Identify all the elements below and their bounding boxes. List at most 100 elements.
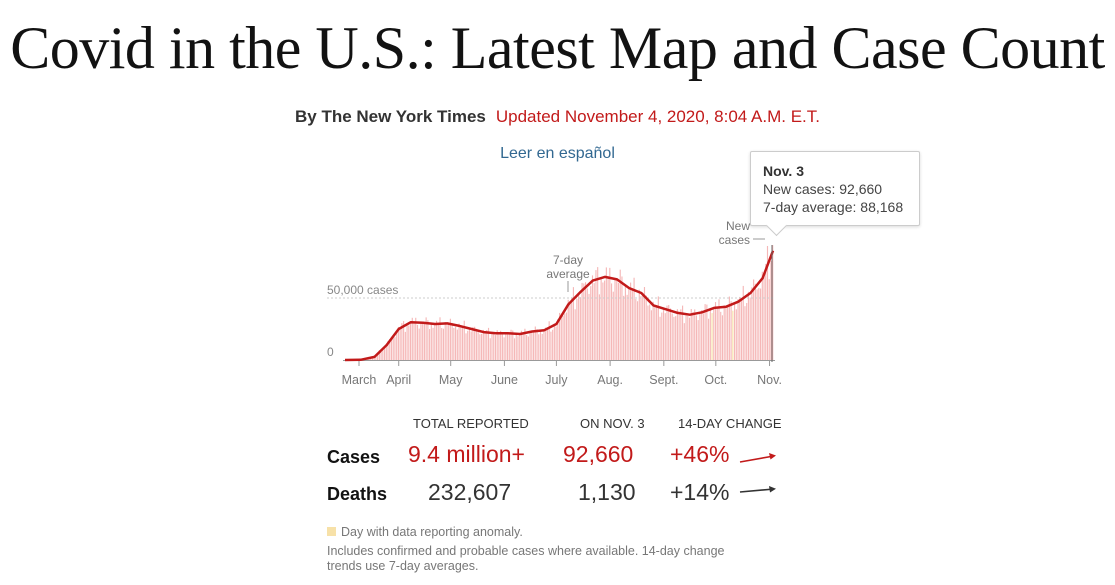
y-tick-label-50000: 50,000 cases <box>327 283 398 297</box>
daily-cases-bar <box>597 267 599 360</box>
daily-cases-bar <box>760 288 762 360</box>
daily-cases-bar <box>477 332 479 360</box>
daily-cases-bar <box>467 330 469 360</box>
spanish-link-text[interactable]: Leer en español <box>500 145 615 162</box>
cases-on-day: 92,660 <box>563 441 634 467</box>
daily-cases-bar <box>512 330 514 360</box>
daily-cases-bar <box>649 304 651 360</box>
daily-cases-bar <box>725 307 727 360</box>
daily-cases-bar <box>385 346 387 360</box>
daily-cases-bar <box>595 270 597 360</box>
daily-cases-bar <box>550 331 552 360</box>
trend-arrows <box>739 453 776 493</box>
daily-cases-bar <box>472 326 474 360</box>
daily-cases-bar <box>727 306 729 360</box>
cases-trend-arrow-icon <box>739 453 776 463</box>
daily-cases-bar <box>763 273 765 360</box>
daily-cases-bar <box>552 329 554 360</box>
daily-cases-bar <box>451 322 453 360</box>
daily-cases-bar <box>435 320 438 360</box>
daily-cases-bar <box>416 324 419 360</box>
daily-cases-bar <box>704 304 706 360</box>
daily-cases-bar <box>446 325 448 360</box>
daily-cases-bar <box>448 322 450 360</box>
daily-cases-bar <box>619 269 621 360</box>
daily-cases-bar <box>520 330 523 360</box>
daily-cases-bar <box>541 333 543 360</box>
page-title: Covid in the U.S.: Latest Map and Case C… <box>10 15 1105 81</box>
daily-cases-bar <box>746 303 748 360</box>
daily-cases-bar <box>430 323 432 360</box>
daily-cases-bar <box>423 324 425 360</box>
tooltip-date: Nov. 3 <box>763 163 804 179</box>
daily-cases-bar <box>519 334 521 360</box>
daily-cases-bar <box>529 331 531 360</box>
daily-cases-bar <box>481 333 483 360</box>
byline-author: By The New York Times <box>295 107 486 126</box>
daily-cases-bar <box>714 302 717 360</box>
daily-cases-bar <box>598 294 600 360</box>
daily-cases-bar <box>498 332 500 360</box>
y-tick-label-0: 0 <box>327 345 334 359</box>
daily-cases-bar <box>584 282 587 360</box>
daily-cases-bar <box>643 287 646 360</box>
daily-cases-bar <box>474 326 476 360</box>
daily-cases-bar <box>612 291 614 360</box>
daily-cases-bar <box>687 315 689 360</box>
cases-change: +46% <box>670 441 730 467</box>
daily-cases-bar <box>640 296 642 360</box>
daily-cases-bar <box>590 286 592 360</box>
daily-cases-bar <box>614 278 616 360</box>
daily-cases-bar <box>635 299 637 360</box>
daily-cases-bar <box>427 320 429 360</box>
daily-cases-bar <box>680 309 682 360</box>
daily-cases-bar <box>578 293 580 360</box>
daily-cases-bar <box>702 313 704 360</box>
daily-cases-bar <box>437 323 439 360</box>
daily-cases-bar <box>683 323 685 360</box>
daily-cases-bar <box>768 279 770 360</box>
daily-cases-bar <box>659 316 661 360</box>
daily-cases-bar <box>371 357 373 360</box>
daily-cases-bar <box>444 322 446 360</box>
daily-cases-bar <box>756 289 758 360</box>
header-on-day: ON NOV. 3 <box>580 416 645 431</box>
daily-cases-bar <box>494 335 497 360</box>
cases-total: 9.4 million+ <box>408 441 525 467</box>
anomaly-legend-label: Day with data reporting anomaly. <box>341 525 523 539</box>
daily-cases-bar <box>487 327 490 360</box>
daily-cases-bar <box>758 288 760 360</box>
x-tick-label: Nov. <box>757 373 782 387</box>
spanish-version-link[interactable]: Leer en español <box>0 145 1115 163</box>
daily-cases-bar <box>458 323 460 360</box>
daily-cases-bar <box>533 331 535 360</box>
daily-cases-bar <box>555 326 557 360</box>
daily-cases-bar <box>708 318 710 360</box>
daily-cases-bar <box>468 327 471 360</box>
daily-cases-bar <box>682 305 684 360</box>
daily-cases-bar <box>465 333 467 360</box>
header-total: TOTAL REPORTED <box>413 416 529 431</box>
daily-cases-bar <box>508 334 510 360</box>
daily-cases-bar <box>524 328 526 360</box>
daily-cases-bar <box>396 332 398 360</box>
daily-cases-bar <box>604 280 606 360</box>
daily-cases-bar <box>534 326 536 360</box>
daily-cases-bar <box>701 310 703 360</box>
daily-cases-bar <box>422 322 424 360</box>
avg-label-line1: 7-day <box>553 253 583 267</box>
daily-cases-bar <box>669 308 672 360</box>
daily-cases-bar <box>373 356 375 360</box>
daily-cases-bar <box>668 305 670 360</box>
daily-cases-bar <box>453 328 455 360</box>
daily-cases-bar <box>576 298 578 360</box>
row-label-cases: Cases <box>327 447 381 467</box>
daily-cases-bar <box>394 337 396 360</box>
daily-cases-bar <box>609 267 611 360</box>
daily-cases-bar <box>397 326 399 360</box>
daily-cases-bar <box>409 323 412 360</box>
daily-cases-bar <box>510 329 512 360</box>
x-tick-label: June <box>491 373 518 387</box>
daily-cases-bar <box>406 324 408 360</box>
